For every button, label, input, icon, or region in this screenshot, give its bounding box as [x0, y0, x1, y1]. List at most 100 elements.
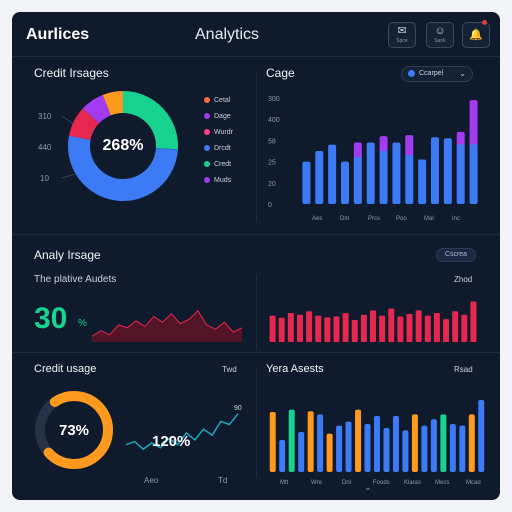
- bar-yera: [317, 414, 324, 472]
- legend-dot: [204, 97, 210, 104]
- bar-yera: [421, 425, 428, 472]
- bar-yera: [440, 414, 447, 472]
- bar-yera: [288, 409, 295, 472]
- donut-slice: [68, 135, 178, 201]
- chevron-down-icon: ⌄: [459, 69, 466, 78]
- bar-yera: [364, 424, 371, 472]
- bar-blue: [431, 137, 439, 204]
- bar-red: [370, 310, 376, 342]
- donut-slice: [43, 391, 113, 469]
- legend-dot: [204, 113, 210, 120]
- legend-item[interactable]: Dage: [204, 112, 231, 122]
- legend-dot: [204, 129, 210, 136]
- bar-red: [324, 317, 331, 342]
- bar-yera: [326, 433, 333, 472]
- bar-red: [296, 314, 303, 342]
- bar-yera: [430, 419, 437, 472]
- x-axis-label: Aeo: [144, 476, 159, 485]
- analy-big-value: 30: [34, 302, 68, 335]
- donut-slice: [122, 91, 178, 150]
- credit-usage-right-label: Twd: [222, 365, 237, 374]
- row-divider: [12, 352, 500, 353]
- legend-dot: [204, 145, 210, 152]
- legend-label: Dage: [214, 113, 231, 120]
- legend-dot: [204, 177, 210, 184]
- bar-purple: [469, 100, 478, 145]
- donut-center-value: 268%: [103, 137, 144, 154]
- line-tag: 90: [234, 405, 242, 412]
- x-axis-tick-label: Foods: [373, 480, 390, 486]
- bar-blue: [405, 153, 414, 204]
- credit-usage-donut: 73%: [35, 391, 113, 469]
- bar-red: [415, 310, 422, 342]
- x-axis-tick-label: Poo: [396, 216, 407, 222]
- legend-item[interactable]: Drcdt: [204, 144, 231, 154]
- bar-red: [360, 314, 367, 342]
- y-axis-tick-label: 400: [268, 117, 280, 124]
- bar-yera: [383, 428, 390, 472]
- bar-yera: [355, 409, 362, 472]
- x-axis-tick-label: Mecs: [435, 480, 449, 486]
- bar-red: [351, 320, 358, 342]
- x-axis-label: Td: [218, 476, 228, 485]
- y-axis-tick-label: 58: [268, 138, 276, 145]
- bar-purple: [379, 136, 388, 151]
- x-axis-tick-label: Inc: [452, 216, 460, 222]
- bar-red: [406, 313, 413, 342]
- bar-blue: [418, 159, 427, 204]
- bar-red: [461, 314, 468, 342]
- credit-usage-title: Credit usage: [34, 363, 97, 375]
- legend-label: Wurdr: [214, 129, 233, 136]
- bar-blue: [469, 142, 478, 204]
- bar-yera: [459, 425, 466, 472]
- series-select[interactable]: Ccarpel ⌄: [401, 66, 473, 82]
- bar-red: [433, 312, 440, 342]
- bar-red: [443, 319, 450, 342]
- area-fill: [92, 310, 242, 342]
- x-axis-tick-label: Mcad: [466, 480, 481, 486]
- y-axis-tick-label: 25: [268, 160, 276, 167]
- bar-red: [379, 315, 386, 342]
- bar-purple: [353, 142, 362, 158]
- bar-yera: [279, 440, 286, 472]
- cage-bar-chart: 300 400 58 25 20 0 Aes Dm Prcs Poo Mal Inc: [268, 96, 478, 222]
- cage-title: Cage: [266, 66, 295, 80]
- legend-item[interactable]: Cetal: [204, 96, 230, 106]
- bar-red: [315, 315, 322, 342]
- legend-item[interactable]: Credt: [204, 160, 231, 170]
- bar-blue: [341, 161, 349, 204]
- bar-red: [278, 317, 285, 342]
- legend-item[interactable]: Wurdr: [204, 128, 233, 138]
- axis-label: 440: [38, 143, 52, 152]
- mail-button[interactable]: ✉ Spce: [388, 22, 416, 48]
- line-value: 120%: [152, 433, 190, 450]
- period-pill-button[interactable]: Cscrea: [436, 248, 476, 262]
- credit-images-donut: 268%: [62, 91, 178, 201]
- bar-red: [388, 308, 395, 342]
- panel-divider: [256, 274, 257, 350]
- donut-slice: [68, 108, 100, 141]
- legend-item[interactable]: Muds: [204, 176, 231, 186]
- bar-yera: [392, 416, 399, 472]
- brand-logo[interactable]: Aurlices: [26, 26, 90, 43]
- profile-button[interactable]: ☺ Sank: [426, 22, 454, 48]
- notifications-button[interactable]: 🔔: [462, 22, 490, 48]
- trend-line: [125, 413, 239, 451]
- legend-label: Muds: [214, 177, 232, 184]
- bar-yera: [374, 416, 380, 472]
- header-divider: [12, 56, 500, 57]
- bar-yera: [269, 412, 276, 472]
- notification-badge: [482, 20, 487, 25]
- bar-purple: [405, 135, 414, 156]
- chevron-down-icon[interactable]: ⌄: [364, 482, 372, 492]
- area-line: [92, 310, 242, 337]
- x-axis-tick-label: Prcs: [368, 216, 380, 222]
- bar-blue: [353, 155, 362, 204]
- bar-red: [397, 316, 404, 342]
- row-divider: [12, 234, 500, 235]
- bar-blue: [443, 138, 452, 204]
- bar-red: [470, 301, 477, 342]
- legend-label: Cetal: [214, 97, 231, 104]
- bar-red: [269, 315, 276, 342]
- x-axis-tick-label: Mal: [424, 216, 434, 222]
